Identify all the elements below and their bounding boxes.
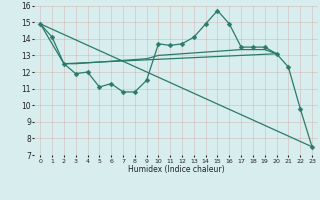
X-axis label: Humidex (Indice chaleur): Humidex (Indice chaleur) xyxy=(128,165,224,174)
